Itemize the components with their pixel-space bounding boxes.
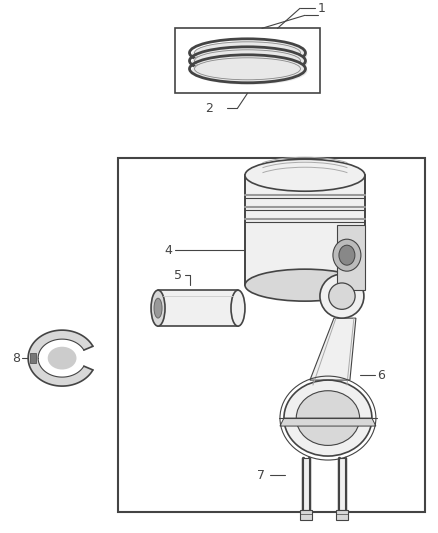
Polygon shape bbox=[310, 318, 356, 380]
Ellipse shape bbox=[245, 159, 365, 191]
Ellipse shape bbox=[231, 290, 245, 326]
Text: 1: 1 bbox=[318, 2, 326, 15]
Polygon shape bbox=[280, 418, 376, 426]
Text: 6: 6 bbox=[377, 369, 385, 382]
Ellipse shape bbox=[191, 41, 307, 69]
Ellipse shape bbox=[191, 49, 307, 77]
Ellipse shape bbox=[284, 380, 372, 456]
Bar bbox=[337, 225, 365, 290]
Text: 7: 7 bbox=[257, 469, 265, 481]
Bar bbox=[339, 458, 345, 510]
Ellipse shape bbox=[245, 269, 365, 301]
Text: 4: 4 bbox=[164, 244, 172, 257]
Text: 5: 5 bbox=[174, 269, 182, 281]
Ellipse shape bbox=[191, 57, 307, 85]
Ellipse shape bbox=[151, 290, 165, 326]
Text: 2: 2 bbox=[205, 102, 212, 115]
Bar bbox=[118, 158, 425, 512]
Bar bbox=[30, 353, 36, 363]
Ellipse shape bbox=[329, 283, 355, 309]
Bar bbox=[175, 28, 320, 93]
Polygon shape bbox=[28, 330, 93, 386]
Bar bbox=[245, 175, 365, 285]
Bar bbox=[336, 510, 348, 520]
Ellipse shape bbox=[339, 245, 355, 265]
Ellipse shape bbox=[296, 391, 360, 446]
Ellipse shape bbox=[154, 298, 162, 318]
Ellipse shape bbox=[320, 274, 364, 318]
Ellipse shape bbox=[48, 347, 77, 369]
Bar bbox=[303, 458, 309, 510]
Bar bbox=[300, 510, 312, 520]
Ellipse shape bbox=[333, 239, 361, 271]
Bar bbox=[158, 290, 238, 326]
Text: 8: 8 bbox=[12, 352, 20, 365]
